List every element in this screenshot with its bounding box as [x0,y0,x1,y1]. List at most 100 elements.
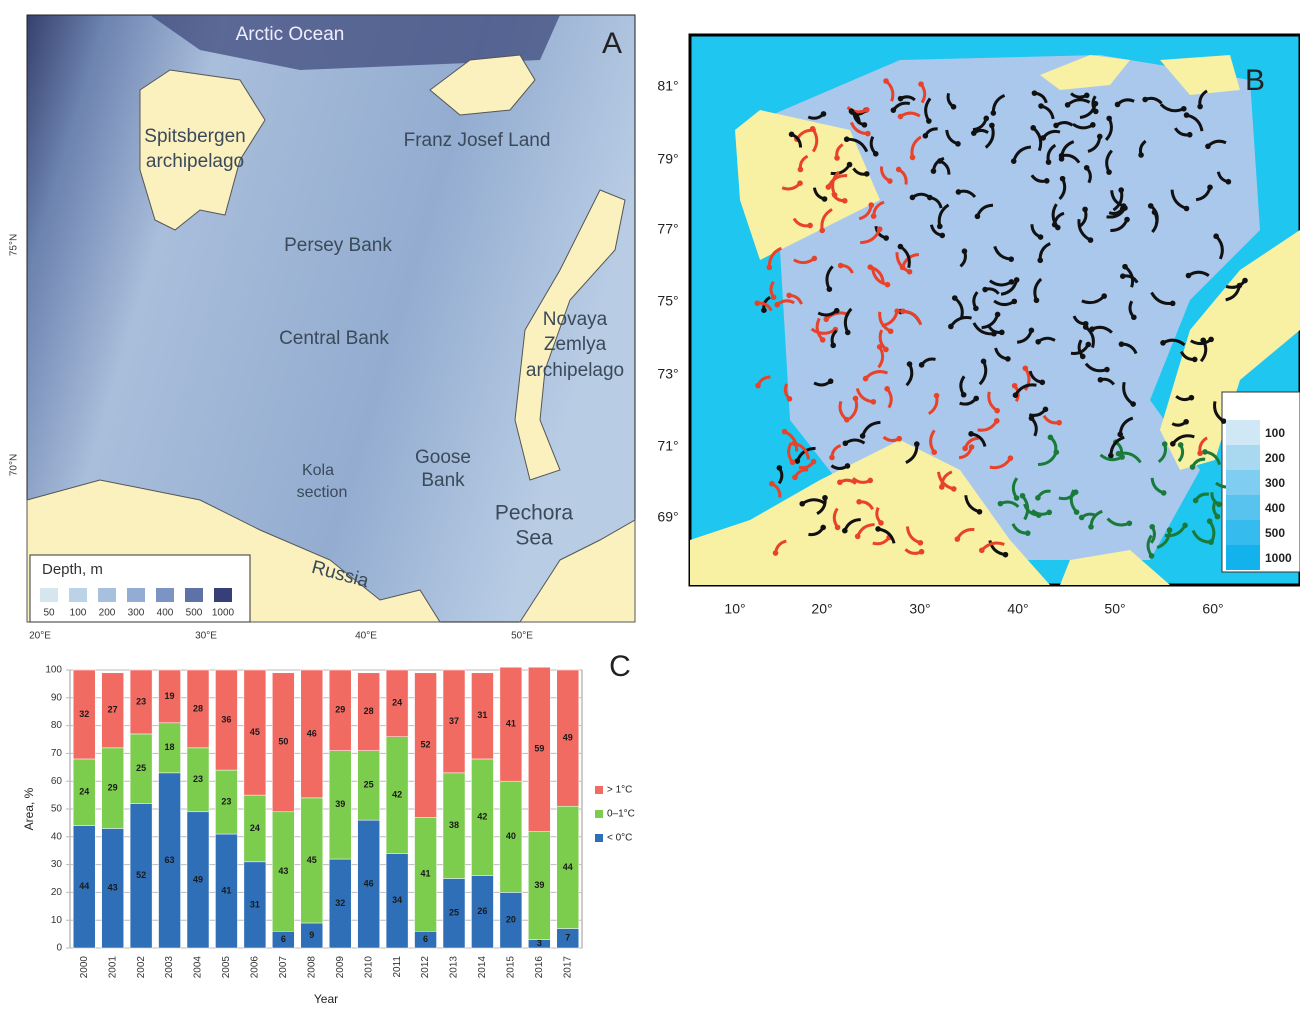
arrow-head [1053,122,1059,129]
arrow-head [755,382,761,389]
arrow-head [895,166,902,173]
arrow-head [1007,455,1014,461]
arrow-head [1035,495,1041,501]
place-label: section [297,484,348,501]
arrow-head [848,108,855,115]
arrow-head [955,189,962,195]
arrow-head [994,407,1000,414]
arrow-head [1013,495,1020,501]
arrow-head [887,178,893,184]
value-label: 52 [136,870,146,880]
legend-swatch [214,588,232,602]
arrow-head [776,465,783,471]
lat-label: 73° [657,366,678,382]
bar-segment [499,666,523,782]
arrow-head [917,539,924,546]
arrow-head [811,255,818,262]
arrow-head [788,131,795,138]
arrow-head [1013,277,1020,283]
legend-swatch [98,588,116,602]
arrow-head [844,463,851,469]
arrow-head [807,222,813,229]
arrow-head [922,133,929,139]
arrow-head [1206,518,1213,524]
panel-label: B [1245,64,1265,97]
legend-swatch [127,588,145,602]
arrow-head [1161,441,1168,447]
bar-segment [101,672,124,749]
arrow-head [842,527,848,534]
panel-label: A [602,27,622,60]
arrow-head [837,479,843,486]
arrow-head [1079,353,1086,360]
arrow-head [830,342,837,349]
value-label: 6 [423,934,428,944]
arrow-head [827,378,834,385]
arrow-head [1104,366,1110,373]
lon-label: 20° [811,601,832,617]
x-tick-label: 2007 [278,956,289,979]
bar-segment [385,669,409,737]
arrow-head [1186,131,1193,138]
arrow-head [1180,105,1187,112]
lon-label: 40° [1007,601,1028,617]
arrow-head [1059,175,1066,182]
bar-segment [158,669,181,724]
value-label: 42 [477,812,487,822]
y-tick-label: 60 [51,776,63,787]
land [690,440,1170,585]
y-tick-label: 40 [51,831,63,842]
arrow-head [930,168,937,174]
x-tick-label: 2001 [107,956,118,979]
arrow-head [861,122,868,128]
x-tick-label: 2000 [79,956,90,979]
arrow-head [786,396,793,402]
place-label: archipelago [146,151,244,172]
lat-label: 77° [657,221,678,237]
arrow-head [1002,551,1009,558]
x-tick-label: 2006 [250,956,261,979]
arrow-head [997,500,1004,507]
bar-segment [129,669,153,735]
value-label: 39 [335,799,345,809]
value-label: 9 [309,930,314,940]
arrow-head [989,122,995,129]
arrow-head [1078,514,1085,521]
arrow-head [1213,233,1219,240]
legend-label: 200 [99,608,116,619]
value-label: 32 [79,709,89,719]
lat-label: 69° [657,509,678,525]
arrow-head [961,248,968,254]
arrow-head [1118,341,1125,347]
arrow-head [1087,237,1094,243]
legend-swatch [595,810,603,818]
arrow-head [897,95,904,102]
land [429,54,536,116]
arrow-head [1082,206,1088,213]
value-label: 32 [335,898,345,908]
arrow-head [820,524,827,531]
value-label: 46 [307,728,317,738]
value-label: 3 [537,938,542,948]
arrow-head [950,103,957,110]
bar-segment [215,669,238,771]
value-label: 50 [278,737,288,747]
arrow-head [1028,415,1035,421]
arrow-head [884,386,890,392]
arrow-head [909,154,916,161]
place-label: Bank [421,470,465,491]
arrow-head [978,547,985,554]
arrow-head [1118,187,1124,193]
arrow-head [1010,158,1017,164]
value-label: 40 [506,831,516,841]
value-label: 52 [421,739,431,749]
value-label: 24 [392,698,402,708]
arrow-head [993,418,1000,424]
value-label: 44 [79,881,89,891]
lon-label: 50°E [511,631,533,642]
arrow-head [883,346,889,353]
value-label: 43 [108,883,118,893]
legend-label: 100 [1265,426,1285,440]
arrow-head [1191,356,1198,363]
